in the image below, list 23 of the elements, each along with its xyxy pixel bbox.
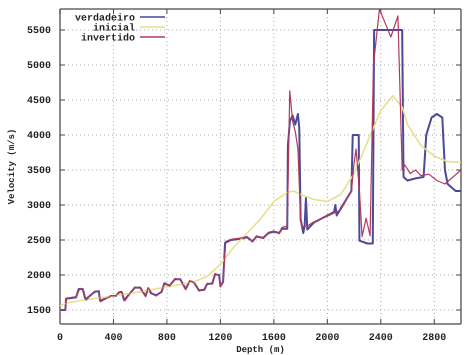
y-tick-label: 4000 (26, 131, 51, 142)
legend-label: inicial (92, 22, 135, 34)
y-tick-label: 3000 (26, 201, 51, 212)
y-tick-label: 4500 (26, 96, 51, 108)
x-tick-label: 2800 (422, 333, 446, 344)
y-tick-label: 5000 (26, 61, 51, 72)
x-tick-label: 0 (56, 333, 64, 344)
x-tick-label: 1600 (262, 333, 286, 344)
x-tick-label: 1200 (208, 333, 232, 344)
x-tick-label: 800 (158, 333, 176, 344)
y-tick-label: 2500 (26, 236, 51, 248)
legend-label: invertido (80, 32, 135, 44)
y-tick-label: 5500 (26, 26, 51, 38)
legend-label: verdadeiro (74, 12, 135, 24)
y-tick-label: 1500 (26, 306, 51, 318)
y-tick-label: 3500 (26, 166, 51, 178)
x-axis-title: Depth (m) (236, 345, 285, 355)
y-tick-label: 2000 (26, 271, 51, 282)
x-tick-label: 2400 (368, 333, 393, 344)
x-tick-label: 2000 (315, 333, 340, 344)
line-series (60, 95, 461, 307)
y-axis-title: Velocity (m/s) (7, 128, 17, 204)
x-tick-label: 400 (104, 333, 122, 344)
